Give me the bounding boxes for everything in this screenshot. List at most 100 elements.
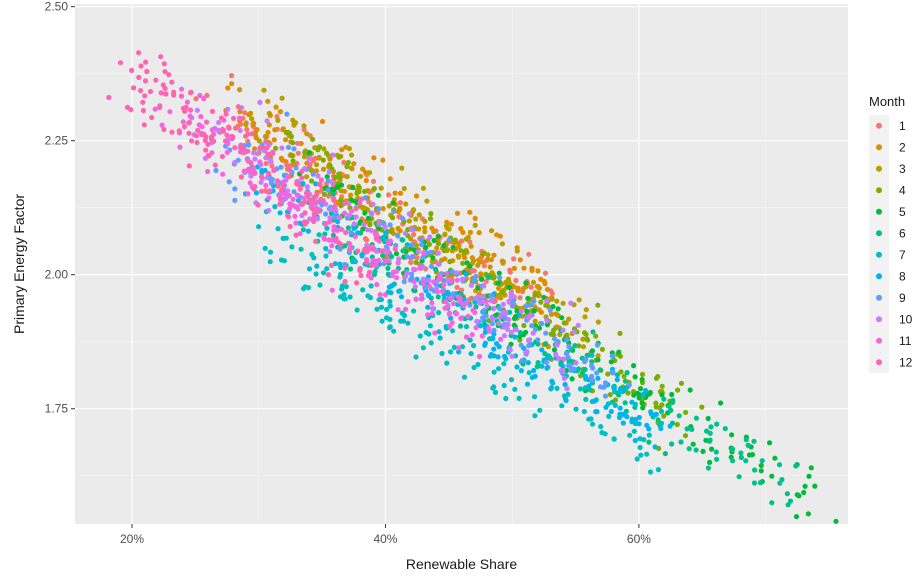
data-point-month-10 [561,356,567,362]
data-point-month-4 [584,336,590,342]
data-point-month-1 [513,277,519,284]
data-point-month-12 [270,149,276,155]
data-point-month-9 [497,306,503,312]
data-point-month-10 [501,324,507,330]
data-point-month-5 [349,197,355,204]
y-tick-label: 2.25 [45,134,69,148]
data-point-month-7 [313,271,319,277]
data-point-month-1 [528,284,534,290]
data-point-month-3 [439,257,445,263]
data-point-month-11 [458,315,464,321]
data-point-month-10 [370,201,376,207]
data-point-month-12 [338,241,344,247]
data-point-month-3 [456,254,462,260]
data-point-month-12 [353,206,359,212]
data-point-month-7 [634,456,640,462]
data-point-month-8 [612,402,618,408]
data-point-month-8 [335,219,341,225]
data-point-month-10 [279,145,285,151]
data-point-month-7 [289,244,295,250]
data-point-month-7 [539,363,545,369]
data-point-month-1 [310,158,316,164]
data-point-month-4 [548,331,554,337]
data-point-month-10 [509,353,515,359]
data-point-month-6 [597,367,603,373]
data-point-month-3 [346,146,352,152]
data-point-month-6 [686,446,692,452]
data-point-month-7 [256,224,262,230]
data-point-month-8 [652,412,659,418]
data-point-month-12 [264,145,270,151]
data-point-month-12 [222,138,229,144]
data-point-month-9 [547,307,553,313]
data-point-month-3 [243,121,249,128]
data-point-month-9 [497,275,503,281]
data-point-month-2 [252,146,258,152]
data-point-month-6 [535,341,541,347]
data-point-month-8 [277,210,283,216]
data-point-month-7 [365,293,371,299]
data-point-month-10 [232,159,238,165]
data-point-month-3 [576,297,582,303]
data-point-month-9 [213,167,219,174]
data-point-month-7 [532,413,538,419]
data-point-month-7 [612,389,618,395]
data-point-month-9 [535,337,541,343]
data-point-month-5 [631,363,637,369]
data-point-month-8 [404,242,410,248]
data-point-month-12 [199,132,205,138]
data-point-month-12 [258,174,265,180]
data-point-month-4 [561,320,567,326]
data-point-month-4 [538,299,544,305]
data-point-month-8 [648,411,655,417]
data-point-month-3 [554,298,560,304]
data-point-month-11 [431,279,437,285]
data-point-month-7 [573,406,579,412]
legend-key-1 [876,122,882,129]
data-point-month-11 [443,299,449,305]
data-point-month-10 [453,270,459,276]
data-point-month-3 [416,212,422,218]
data-point-month-7 [501,361,507,367]
data-point-month-3 [304,131,310,137]
data-point-month-2 [273,104,279,110]
data-point-month-4 [309,178,315,184]
data-point-month-9 [526,343,532,349]
data-point-month-10 [508,291,514,297]
data-point-month-8 [518,368,525,374]
data-point-month-3 [395,225,401,231]
data-point-month-12 [367,269,373,275]
data-point-month-12 [299,175,305,181]
data-point-month-4 [332,175,338,181]
y-tick-label: 2.50 [45,0,69,14]
data-point-month-11 [456,345,462,351]
data-point-month-10 [489,316,496,322]
data-point-month-3 [246,112,252,118]
data-point-month-4 [290,140,296,146]
data-point-month-8 [253,190,260,196]
data-point-month-4 [605,371,611,377]
data-point-month-12 [293,232,299,238]
data-point-month-6 [507,309,513,315]
data-point-month-3 [580,344,587,350]
data-point-month-2 [253,128,259,134]
data-point-month-12 [144,68,150,75]
data-point-month-1 [362,236,369,242]
data-point-month-8 [448,315,454,321]
data-point-month-4 [428,211,434,217]
data-point-month-2 [348,192,354,198]
data-point-month-12 [178,93,185,99]
data-point-month-12 [251,186,257,192]
data-point-month-8 [658,408,665,414]
data-point-month-11 [179,86,185,92]
data-point-month-9 [602,393,609,399]
data-point-month-12 [325,272,331,278]
data-point-month-10 [364,227,370,233]
data-point-month-6 [330,191,336,197]
data-point-month-7 [306,266,313,272]
series-12 [106,50,398,286]
data-point-month-12 [158,90,164,96]
data-point-month-8 [595,375,601,381]
data-point-month-11 [263,182,269,189]
data-point-month-10 [237,127,243,134]
